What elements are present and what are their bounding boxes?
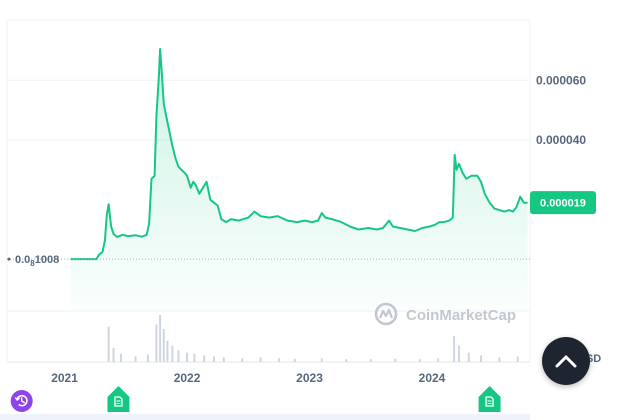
volume-bar-21 [345, 359, 348, 362]
volume-bar-20 [320, 358, 323, 362]
baseline-label: 0.081008 [15, 254, 59, 268]
volume-bar-14 [212, 356, 215, 362]
x-tick-label: 2023 [296, 371, 323, 385]
volume-bar-28 [467, 352, 470, 362]
volume-bar-4 [146, 354, 149, 362]
chevron-up-icon [555, 355, 577, 368]
volume-bar-1 [112, 347, 115, 362]
volume-bar-16 [241, 358, 244, 362]
volume-bar-15 [222, 357, 225, 362]
price-area [70, 49, 528, 311]
coinmarketcap-logo-icon [374, 302, 398, 326]
volume-bar-22 [369, 359, 372, 362]
document-icon [485, 396, 494, 407]
x-axis-labels: 2021 2022 2023 2024 [51, 371, 445, 385]
y-tick-label: 0.000060 [536, 73, 586, 87]
volume-bar-9 [171, 345, 174, 362]
watermark-text: CoinMarketCap [406, 307, 516, 324]
volume-bar-12 [193, 353, 196, 362]
y-tick-label: 0.000040 [536, 133, 586, 147]
event-markers[interactable] [10, 386, 501, 412]
news-marker-2[interactable] [478, 386, 501, 412]
price-line [70, 48, 528, 261]
history-icon [14, 394, 28, 407]
x-tick-label: 2024 [419, 371, 446, 385]
scroll-to-top-button[interactable] [542, 337, 590, 385]
volume-bar-17 [259, 357, 262, 362]
volume-bar-30 [498, 357, 501, 362]
volume-bar-23 [394, 358, 397, 362]
volume-bar-11 [186, 352, 189, 362]
volume-bar-31 [516, 356, 519, 362]
volume-bar-2 [119, 353, 122, 362]
volume-bar-10 [177, 350, 180, 362]
current-price-badge: 0.000019 [530, 191, 596, 215]
bottom-strip [0, 414, 530, 420]
volume-bars [107, 315, 519, 362]
coinmarketcap-watermark: CoinMarketCap [374, 302, 516, 326]
chart-grid [7, 79, 530, 141]
volume-bar-8 [166, 340, 169, 362]
volume-bar-25 [437, 358, 440, 362]
y-axis-labels: 0.000060 0.000040 [536, 73, 586, 147]
volume-bar-29 [480, 355, 483, 362]
current-price-badge-bg [530, 191, 596, 215]
volume-bar-24 [418, 359, 421, 362]
baseline-dot [7, 257, 11, 261]
x-tick-label: 2021 [51, 371, 78, 385]
volume-bar-19 [293, 358, 296, 362]
volume-bar-26 [453, 336, 456, 362]
volume-bar-0 [107, 326, 110, 362]
volume-bar-18 [277, 358, 280, 362]
x-tick-label: 2022 [174, 371, 201, 385]
document-icon [114, 396, 123, 407]
current-price-value: 0.000019 [540, 198, 586, 210]
volume-bar-5 [155, 324, 158, 362]
volume-bar-27 [457, 345, 460, 362]
volume-bar-7 [162, 329, 165, 362]
volume-bar-3 [134, 356, 137, 362]
history-marker[interactable] [10, 390, 33, 412]
news-marker-1[interactable] [107, 386, 130, 412]
volume-bar-13 [203, 355, 206, 362]
volume-bar-6 [159, 315, 162, 362]
